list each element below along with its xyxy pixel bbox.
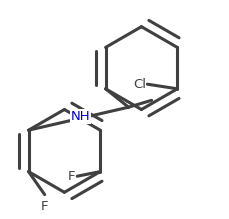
Text: Cl: Cl: [133, 78, 146, 91]
Text: F: F: [41, 200, 48, 213]
Text: NH: NH: [71, 110, 90, 123]
Text: F: F: [67, 170, 75, 183]
